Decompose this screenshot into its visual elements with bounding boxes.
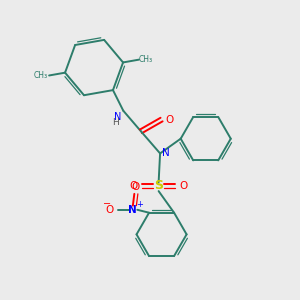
Text: O: O bbox=[130, 181, 138, 191]
Text: +: + bbox=[136, 200, 143, 209]
Text: N: N bbox=[162, 148, 169, 158]
Text: O: O bbox=[165, 115, 173, 124]
Text: O: O bbox=[132, 182, 140, 191]
Text: CH₃: CH₃ bbox=[139, 55, 153, 64]
Text: N: N bbox=[128, 205, 137, 215]
Text: O: O bbox=[106, 205, 114, 215]
Text: H: H bbox=[112, 118, 119, 127]
Text: −: − bbox=[103, 199, 111, 209]
Text: N: N bbox=[114, 112, 122, 122]
Text: O: O bbox=[179, 181, 188, 191]
Text: S: S bbox=[154, 179, 163, 192]
Text: CH₃: CH₃ bbox=[34, 71, 48, 80]
